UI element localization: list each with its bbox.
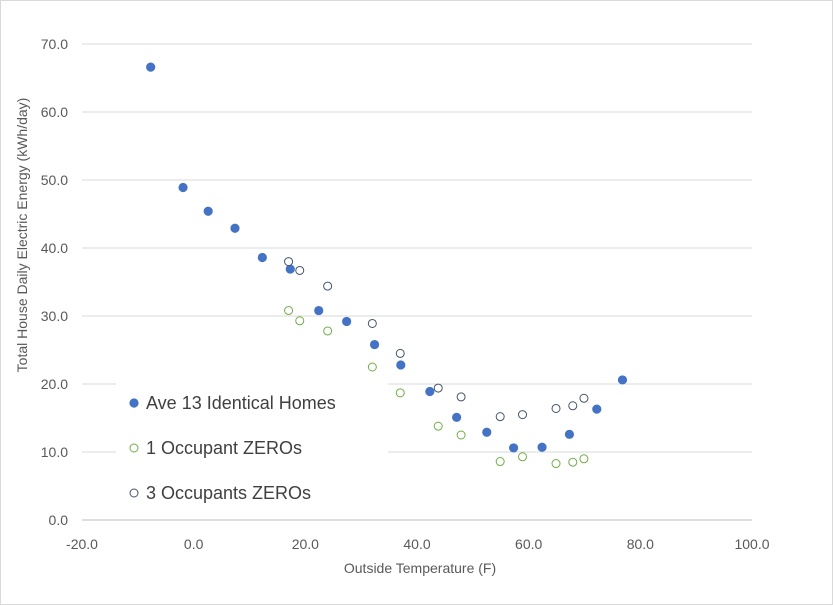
data-point [425,386,435,397]
y-tick-label: 70.0 [41,36,68,52]
legend-label: 1 Occupant ZEROs [146,438,302,458]
data-point [518,410,528,420]
data-point [257,252,267,263]
data-point [537,442,547,452]
y-tick-label: 20.0 [41,376,68,392]
x-tick-label: -20.0 [66,536,98,552]
data-points [146,62,628,469]
data-point [395,388,405,398]
data-point [433,421,443,431]
data-point [551,403,561,413]
data-point [367,318,377,328]
data-point [579,454,589,464]
data-point [314,305,324,316]
data-point [146,62,156,72]
y-tick-label: 10.0 [41,444,68,460]
data-point [495,412,505,422]
data-point [452,412,462,422]
data-point [579,393,589,403]
data-point [495,457,505,467]
y-tick-label: 60.0 [41,104,68,120]
x-tick-label: 60.0 [515,536,542,552]
x-tick-label: 20.0 [292,536,319,552]
legend-marker [129,398,139,408]
x-tick-label: 80.0 [627,536,654,552]
y-tick-label: 30.0 [41,308,68,324]
legend: Ave 13 Identical Homes 1 Occupant ZEROs 3 … [129,393,336,503]
legend-marker [129,443,139,453]
data-point [230,223,240,233]
data-point [456,430,466,440]
data-point [323,281,333,291]
data-point [568,457,578,467]
data-point [433,383,443,393]
data-point [482,427,492,437]
data-point [568,401,578,411]
data-point [369,339,380,350]
x-axis-title: Outside Temperature (F) [344,560,496,576]
data-point [456,392,466,402]
data-point [592,404,602,414]
data-point [285,264,295,274]
y-tick-labels: 0.0 10.0 20.0 30.0 40.0 50.0 60.0 70.0 [41,36,68,528]
legend-label: 3 Occupants ZEROs [146,483,311,503]
series-3 [284,257,589,422]
data-point [284,306,294,316]
data-point [518,452,528,462]
x-tick-label: 40.0 [403,536,430,552]
data-point [396,360,406,370]
legend-marker [129,488,139,498]
data-point [295,316,305,326]
x-tick-label: 100.0 [734,536,769,552]
data-point [284,257,294,267]
y-tick-label: 0.0 [49,512,69,528]
data-point [508,443,519,453]
data-point [203,206,213,216]
y-tick-label: 50.0 [41,172,68,188]
data-point [367,362,377,372]
data-point [323,326,333,336]
y-axis-title: Total House Daily Electric Energy (kWh/d… [14,98,30,373]
x-tick-labels: -20.0 0.0 20.0 40.0 60.0 80.0 100.0 [66,536,770,552]
data-point [617,375,628,385]
legend-label: Ave 13 Identical Homes [146,393,336,413]
data-point [564,429,575,439]
data-point [295,265,305,275]
series-2 [284,306,589,469]
x-tick-label: 0.0 [184,536,204,552]
y-tick-label: 40.0 [41,240,68,256]
data-point [178,182,188,193]
legend-background [116,376,388,512]
data-point [342,316,352,327]
series-1 [146,62,628,453]
data-point [395,348,405,358]
data-point [551,459,561,469]
